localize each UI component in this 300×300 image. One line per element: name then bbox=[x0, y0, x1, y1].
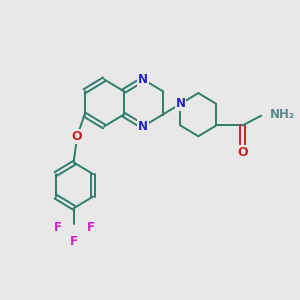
Text: N: N bbox=[138, 120, 148, 133]
Text: F: F bbox=[70, 235, 78, 248]
Text: F: F bbox=[87, 221, 95, 234]
Text: N: N bbox=[176, 98, 185, 110]
Text: NH₂: NH₂ bbox=[270, 108, 295, 121]
Text: F: F bbox=[53, 221, 62, 234]
Text: O: O bbox=[237, 146, 248, 159]
Text: O: O bbox=[72, 130, 83, 143]
Text: N: N bbox=[138, 73, 148, 86]
